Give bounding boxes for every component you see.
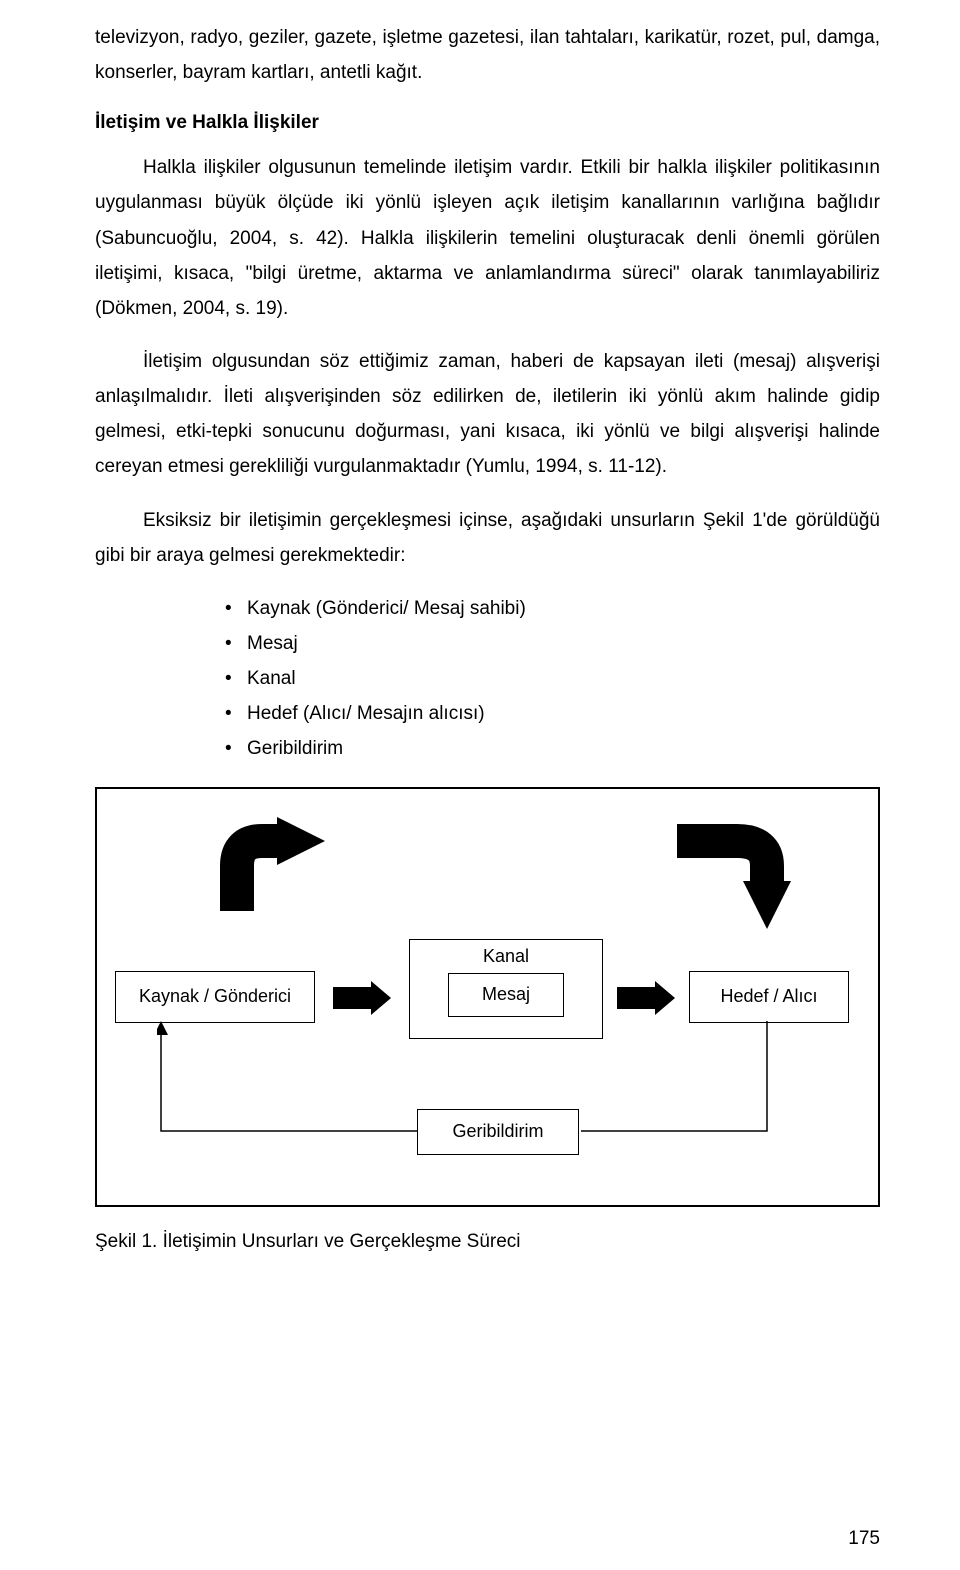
node-kanal-label: Kanal <box>483 946 529 967</box>
paragraph-2: Halkla ilişkiler olgusunun temelinde ile… <box>95 150 880 326</box>
section-heading-iletisim: İletişim ve Halkla İlişkiler <box>95 112 880 134</box>
communication-elements-list: Kaynak (Gönderici/ Mesaj sahibi) Mesaj K… <box>95 591 880 767</box>
list-item: Geribildirim <box>225 731 880 766</box>
list-item: Mesaj <box>225 626 880 661</box>
node-kaynak: Kaynak / Gönderici <box>115 971 315 1023</box>
node-hedef: Hedef / Alıcı <box>689 971 849 1023</box>
paragraph-intro-fragment: televizyon, radyo, geziler, gazete, işle… <box>95 20 880 90</box>
page-number: 175 <box>848 1528 880 1550</box>
arrow-kanal-to-hedef <box>617 981 677 1015</box>
node-hedef-label: Hedef / Alıcı <box>720 986 817 1007</box>
figure-caption: Şekil 1. İletişimin Unsurları ve Gerçekl… <box>95 1231 880 1253</box>
list-item: Kaynak (Gönderici/ Mesaj sahibi) <box>225 591 880 626</box>
curved-arrow-top-left <box>207 811 327 921</box>
node-geribildirim-label: Geribildirim <box>452 1121 543 1142</box>
node-mesaj-label: Mesaj <box>482 984 530 1005</box>
page-container: televizyon, radyo, geziler, gazete, işle… <box>0 0 960 1570</box>
paragraph-4: Eksiksiz bir iletişimin gerçekleşmesi iç… <box>95 503 880 573</box>
feedback-line-right <box>577 1021 797 1141</box>
node-geribildirim: Geribildirim <box>417 1109 579 1155</box>
node-kaynak-label: Kaynak / Gönderici <box>139 986 291 1007</box>
node-mesaj: Mesaj <box>448 973 564 1017</box>
paragraph-3: İletişim olgusundan söz ettiğimiz zaman,… <box>95 344 880 485</box>
curved-arrow-top-right <box>667 811 807 931</box>
communication-diagram-frame: Kaynak / Gönderici Kanal Mesaj Hedef / A… <box>95 787 880 1207</box>
arrow-kaynak-to-kanal <box>333 981 393 1015</box>
feedback-line-left <box>157 1021 421 1141</box>
list-item: Hedef (Alıcı/ Mesajın alıcısı) <box>225 696 880 731</box>
node-kanal-container: Kanal Mesaj <box>409 939 603 1039</box>
list-item: Kanal <box>225 661 880 696</box>
